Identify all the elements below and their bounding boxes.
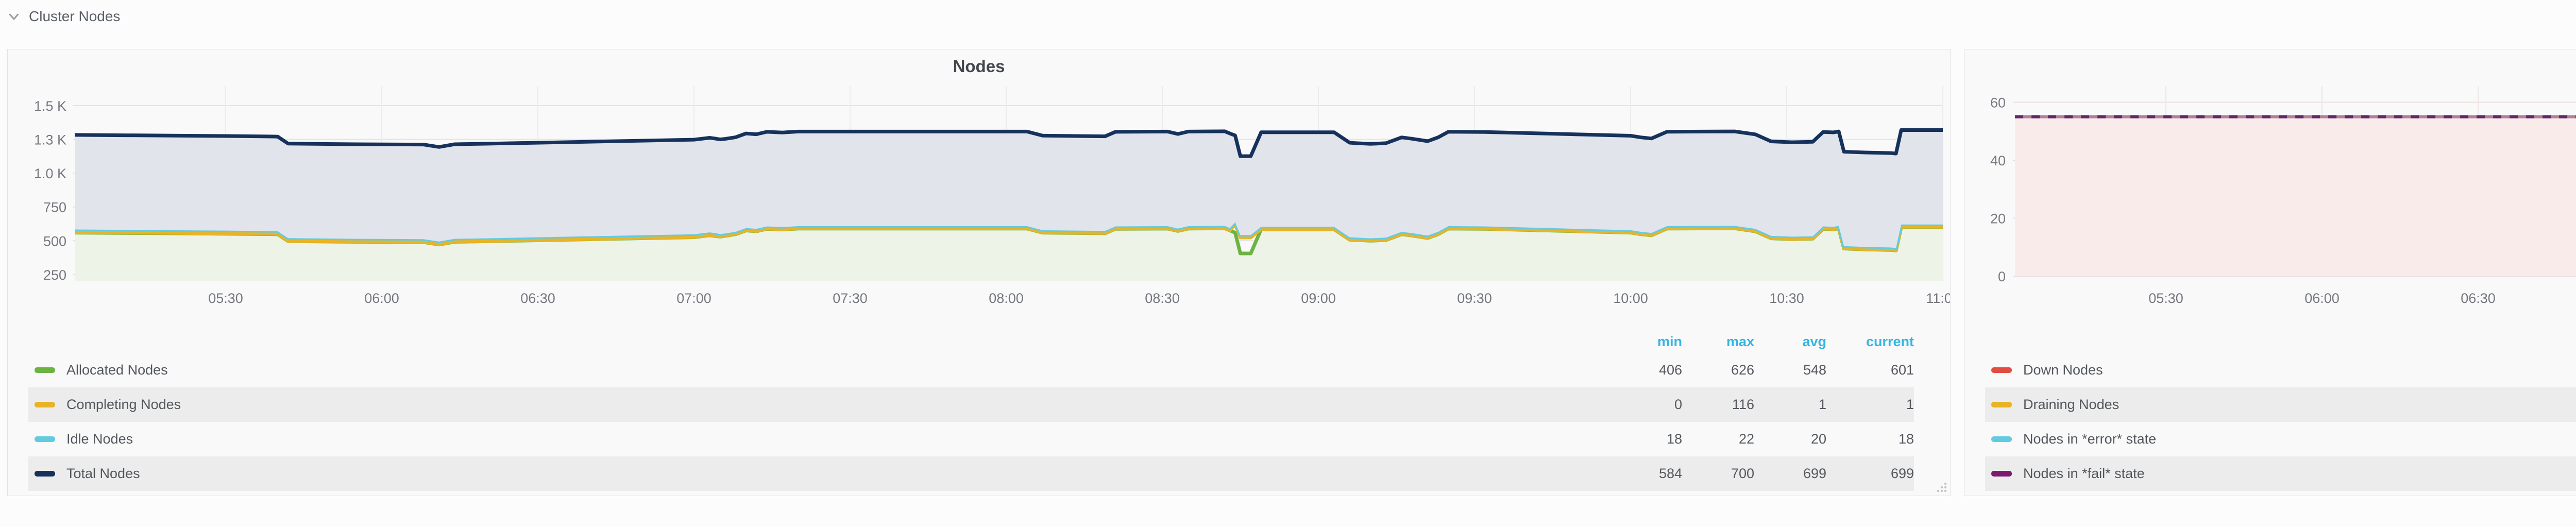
fail-down-chart[interactable]: 020406005:3006:0006:3007:0007:3008:0008:… — [1964, 49, 2576, 317]
stat-avg: 20 — [1810, 431, 1826, 447]
legend-header: min max avg current — [28, 330, 1914, 353]
x-tick-label: 05:30 — [208, 291, 243, 306]
legend-series-toggle[interactable]: Completing Nodes — [28, 397, 1610, 413]
series-label: Draining Nodes — [2023, 397, 2120, 412]
row-title: Cluster Nodes — [29, 8, 121, 24]
y-tick-label: 60 — [1990, 95, 2006, 111]
panel-title[interactable]: Nodes — [953, 57, 1005, 76]
stat-min: 18 — [1666, 431, 1682, 447]
series-label: Nodes in *fail* state — [2023, 466, 2145, 481]
x-tick-label: 08:30 — [1145, 291, 1180, 306]
series-color-swatch — [35, 436, 55, 442]
y-tick-label: 40 — [1990, 153, 2006, 168]
legend-series-toggle[interactable]: Total Nodes — [28, 466, 1610, 482]
x-tick-label: 10:30 — [1769, 291, 1804, 306]
stat-max: 116 — [1732, 397, 1754, 412]
nodes-chart[interactable]: 250 500 750 1.0 K 1.3 K 1.5 K 05:30 06:00 06:30 0… — [8, 49, 1950, 317]
x-tick-label: 06:30 — [2461, 291, 2496, 306]
y-tick-label: 750 — [43, 200, 66, 215]
series-color-swatch — [35, 471, 55, 477]
stat-max: 700 — [1731, 466, 1754, 481]
series-label: Idle Nodes — [66, 431, 133, 447]
x-tick-label: 06:00 — [2304, 291, 2340, 306]
x-tick-label: 05:30 — [2148, 291, 2183, 306]
stat-max: 22 — [1738, 431, 1754, 447]
stat-min: 584 — [1658, 466, 1682, 481]
series-color-swatch — [1991, 436, 2012, 442]
x-tick-label: 08:00 — [989, 291, 1024, 306]
stat-min: 0 — [1674, 397, 1682, 412]
stat-current: 1 — [1906, 397, 1914, 412]
legend: min max avg current Allocated Nodes 406 … — [28, 330, 1914, 491]
series-color-swatch — [1991, 367, 2012, 373]
legend-col-min[interactable]: min — [1657, 333, 1682, 349]
y-tick-label: 1.5 K — [34, 98, 66, 114]
legend-series-toggle[interactable]: Nodes in *error* state — [1985, 431, 2576, 447]
legend-row-error-state: Nodes in *error* state 0 0 0 0 — [1985, 422, 2576, 456]
y-tick-label: 500 — [43, 233, 66, 249]
stat-min: 406 — [1658, 362, 1682, 378]
x-tick-label: 07:30 — [833, 291, 868, 306]
panel-resize-handle[interactable] — [1936, 482, 1947, 493]
legend-row-idle: Idle Nodes 18 22 20 18 — [28, 422, 1914, 456]
legend-col-avg[interactable]: avg — [1802, 333, 1826, 349]
series-label: Down Nodes — [2023, 362, 2103, 378]
series-color-swatch — [35, 367, 55, 373]
y-tick-label: 1.3 K — [34, 132, 66, 148]
legend-row-allocated: Allocated Nodes 406 626 548 601 — [28, 353, 1914, 387]
stat-current: 601 — [1890, 362, 1914, 378]
legend-row-completing: Completing Nodes 0 116 1 1 — [28, 387, 1914, 422]
legend-row-draining: Draining Nodes 0 0 0 0 — [1985, 387, 2576, 422]
y-tick-label: 250 — [43, 267, 66, 283]
series-label: Total Nodes — [66, 466, 140, 481]
legend-series-toggle[interactable]: Draining Nodes — [1985, 397, 2576, 413]
x-tick-label: 07:00 — [676, 291, 711, 306]
y-tick-label: 0 — [1998, 269, 2006, 284]
panel-nodes: Nodes 250 500 750 1.0 K 1.3 K 1.5 K 05:30 06:00… — [7, 49, 1951, 496]
series-label: Allocated Nodes — [66, 362, 168, 378]
y-tick-label: 20 — [1990, 211, 2006, 227]
legend-col-max[interactable]: max — [1726, 333, 1754, 349]
stat-max: 626 — [1731, 362, 1754, 378]
series-color-swatch — [35, 402, 55, 407]
stat-avg: 1 — [1818, 397, 1826, 412]
x-tick-label: 09:30 — [1457, 291, 1492, 306]
series-color-swatch — [1991, 402, 2012, 407]
legend-series-toggle[interactable]: Allocated Nodes — [28, 362, 1610, 378]
x-tick-label: 09:00 — [1301, 291, 1336, 306]
stat-current: 18 — [1898, 431, 1914, 447]
x-tick-label: 11:00 — [1926, 291, 1950, 306]
x-tick-label: 06:00 — [364, 291, 399, 306]
legend-header: min max avg current — [1985, 330, 2576, 353]
stat-avg: 699 — [1803, 466, 1826, 481]
dashboard-row-header[interactable]: Cluster Nodes — [6, 8, 120, 25]
series-label: Nodes in *error* state — [2023, 431, 2157, 447]
legend-col-current[interactable]: current — [1866, 333, 1914, 349]
x-tick-label: 06:30 — [520, 291, 555, 306]
chevron-down-icon — [9, 13, 19, 20]
stat-current: 699 — [1890, 466, 1914, 481]
legend-row-fail-state: Nodes in *fail* state 0 0 0 0 — [1985, 456, 2576, 491]
legend-series-toggle[interactable]: Down Nodes — [1985, 362, 2576, 378]
stat-avg: 548 — [1803, 362, 1826, 378]
legend: min max avg current Down Nodes 55 55 55 … — [1985, 330, 2576, 491]
x-tick-label: 10:00 — [1613, 291, 1648, 306]
legend-row-total: Total Nodes 584 700 699 699 — [28, 456, 1914, 491]
panel-fail-down-drain-err: Fail/Down/Drain/Err Nodes 020406005:3006… — [1964, 49, 2576, 496]
series-color-swatch — [1991, 471, 2012, 477]
legend-series-toggle[interactable]: Nodes in *fail* state — [1985, 466, 2576, 482]
legend-series-toggle[interactable]: Idle Nodes — [28, 431, 1610, 447]
y-tick-label: 1.0 K — [34, 166, 66, 181]
series-label: Completing Nodes — [66, 397, 181, 412]
legend-row-down: Down Nodes 55 55 55 55 — [1985, 353, 2576, 387]
